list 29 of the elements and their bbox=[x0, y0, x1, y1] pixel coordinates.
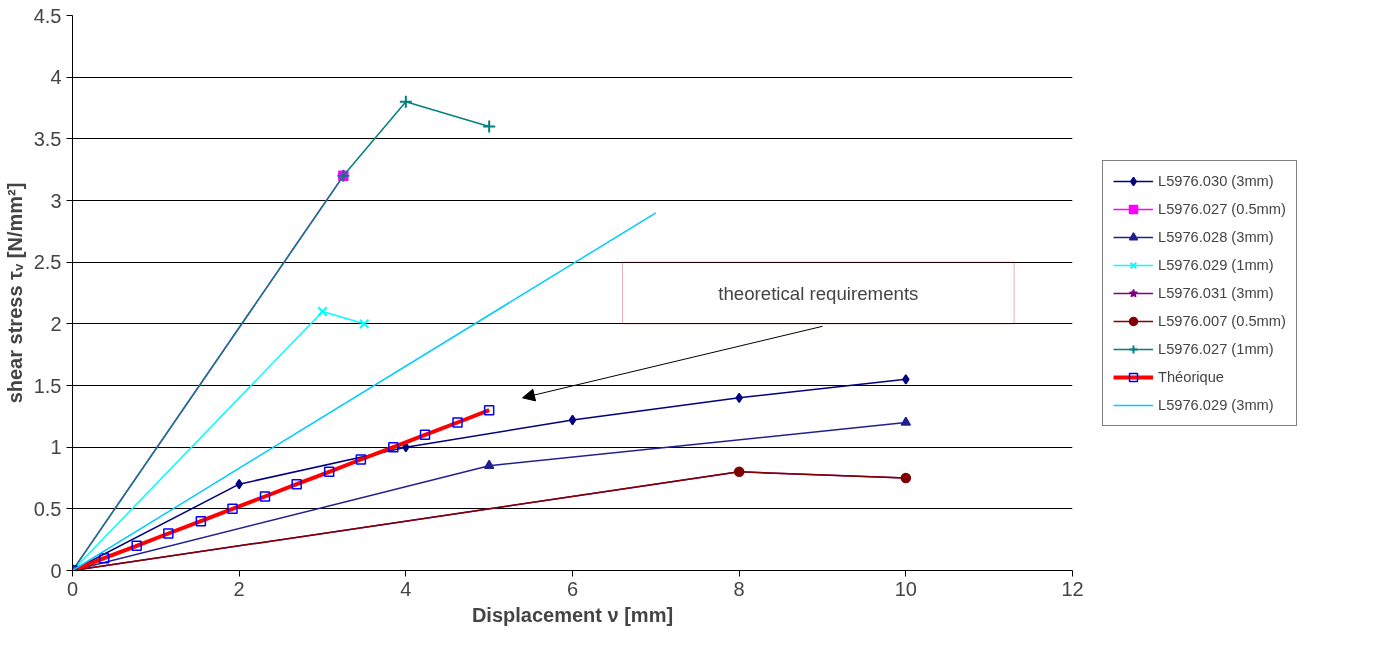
y-tick-label: 0 bbox=[50, 559, 62, 582]
y-tick-label: 2 bbox=[50, 312, 62, 335]
legend-label: L5976.029 (1mm) bbox=[1158, 256, 1274, 273]
x-tick-label: 0 bbox=[66, 577, 79, 600]
y-tick-label: 4.5 bbox=[33, 4, 62, 27]
legend-label: Théorique bbox=[1158, 368, 1224, 385]
x-tick-label: 10 bbox=[894, 577, 917, 600]
y-tick-label: 1.5 bbox=[33, 374, 62, 397]
legend-label: L5976.007 (0.5mm) bbox=[1158, 312, 1286, 329]
x-axis-title: Displacement ν [mm] bbox=[471, 603, 674, 626]
legend-label: L5976.028 (3mm) bbox=[1158, 228, 1274, 245]
y-tick-label: 2.5 bbox=[33, 251, 62, 274]
legend-label: L5976.030 (3mm) bbox=[1158, 172, 1274, 189]
legend-label: L5976.029 (3mm) bbox=[1158, 396, 1274, 413]
legend-label: L5976.031 (3mm) bbox=[1158, 284, 1274, 301]
x-tick-label: 12 bbox=[1061, 577, 1084, 600]
x-tick-label: 4 bbox=[400, 577, 412, 600]
y-tick-label: 1 bbox=[50, 436, 62, 459]
y-axis-title: shear stress τᵥ [N/mm²] bbox=[3, 182, 26, 404]
legend-label: L5976.027 (1mm) bbox=[1158, 340, 1274, 357]
x-tick-label: 8 bbox=[733, 577, 745, 600]
legend-label: L5976.027 (0.5mm) bbox=[1158, 200, 1286, 217]
y-tick-label: 3 bbox=[50, 189, 62, 212]
y-tick-label: 0.5 bbox=[33, 497, 62, 520]
y-tick-label: 3.5 bbox=[33, 127, 62, 150]
annotation: theoretical requirements bbox=[718, 282, 919, 304]
x-tick-label: 6 bbox=[566, 577, 579, 600]
y-tick-label: 4 bbox=[50, 66, 62, 89]
x-tick-label: 2 bbox=[233, 577, 245, 600]
